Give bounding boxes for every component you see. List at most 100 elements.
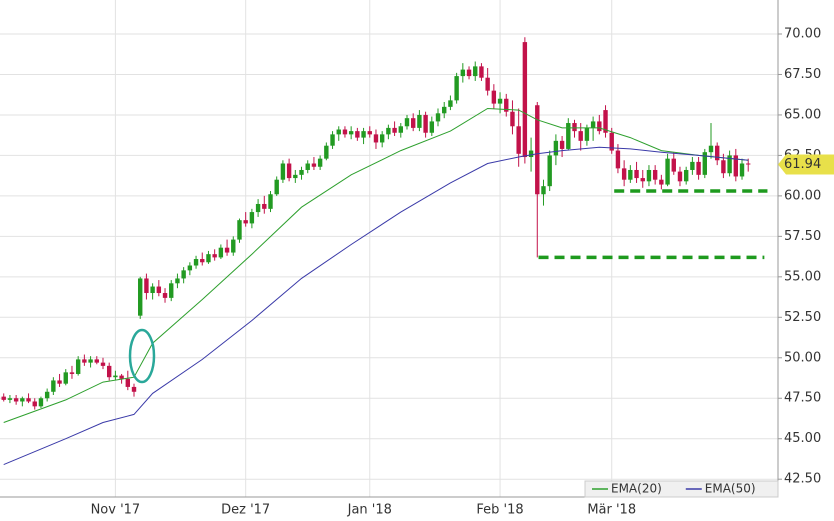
candle-body — [175, 278, 180, 284]
ema-line — [3, 107, 749, 423]
candle-body — [249, 212, 255, 224]
last-price-badge — [778, 154, 834, 175]
candle-body — [100, 362, 106, 366]
candle-body — [597, 121, 602, 132]
candle-body — [212, 254, 217, 258]
candle-body — [342, 129, 348, 135]
candle-body — [690, 161, 695, 170]
candle-body — [547, 155, 552, 187]
candle-body — [181, 270, 186, 279]
x-tick-label: Mär '18 — [587, 503, 636, 518]
candle-body — [473, 66, 478, 77]
candle-body — [286, 163, 292, 179]
candle-body — [125, 378, 131, 387]
candle-body — [144, 278, 149, 294]
candle-body — [683, 169, 689, 182]
candle-body — [528, 150, 534, 158]
marks — [1, 37, 768, 466]
candle-body — [392, 127, 397, 133]
candle-body — [516, 126, 521, 154]
y-tick-label: 47.50 — [784, 391, 821, 406]
candle-body — [379, 134, 385, 143]
candle-body — [417, 114, 422, 128]
candle-body — [138, 278, 143, 316]
candle-body — [69, 372, 75, 374]
candle-body — [566, 123, 571, 149]
candle-body — [727, 155, 732, 174]
candle-body — [466, 69, 472, 77]
candle-body — [305, 163, 310, 170]
candle-body — [38, 398, 44, 407]
candle-body — [330, 134, 335, 146]
candle-body — [94, 359, 99, 363]
candle-body — [510, 111, 515, 127]
y-tick-label: 60.00 — [784, 188, 821, 203]
candle-body — [628, 169, 633, 180]
candle-body — [504, 98, 509, 112]
candle-body — [373, 134, 379, 143]
candle-body — [721, 160, 726, 174]
candle-body — [113, 375, 118, 378]
candle-body — [714, 145, 720, 161]
candle-body — [435, 113, 441, 122]
candle-body — [280, 163, 286, 180]
legend-box — [584, 480, 779, 498]
candle-body — [187, 265, 193, 271]
candle-body — [578, 131, 583, 141]
candle-body — [485, 77, 490, 91]
candle-body — [646, 169, 652, 182]
candle-body — [20, 398, 25, 402]
x-tick-label: Feb '18 — [476, 503, 523, 518]
y-tick-label: 55.00 — [784, 269, 821, 284]
x-tick-label: Dez '17 — [221, 503, 270, 518]
candle-body — [535, 105, 540, 195]
legend-label: EMA(50) — [705, 482, 756, 496]
candle-body — [541, 186, 546, 195]
candle-body — [231, 239, 236, 253]
candle-body — [640, 178, 645, 182]
candle-body — [367, 131, 372, 135]
ema-line — [3, 146, 749, 466]
y-tick-label: 65.00 — [784, 107, 821, 122]
candle-body — [218, 247, 224, 258]
candle-body — [150, 286, 155, 294]
candle-body — [44, 391, 50, 399]
x-tick-label: Nov '17 — [91, 503, 141, 518]
candle-body — [274, 179, 279, 195]
candle-body — [460, 69, 466, 77]
candle-body — [243, 220, 248, 224]
y-tick-label: 70.00 — [784, 26, 821, 41]
candle-body — [739, 163, 745, 177]
candle-body — [119, 375, 124, 379]
candle-body — [1, 396, 6, 400]
candle-body — [634, 169, 639, 179]
candle-body — [224, 247, 230, 253]
candle-body — [659, 179, 664, 185]
candle-body — [609, 132, 614, 151]
candle-body — [454, 76, 459, 101]
candle-body — [665, 158, 670, 185]
candle-body — [621, 168, 627, 180]
candle-body — [262, 203, 267, 209]
candle-body — [398, 126, 403, 133]
candle-body — [206, 254, 211, 263]
candle-body — [652, 169, 658, 180]
y-tick-label: 67.50 — [784, 67, 821, 82]
labels: 42.50 45.00 47.50 50.00 52.50 55.00 57.50 60.00… — [91, 26, 834, 518]
candle-body — [237, 220, 242, 240]
y-tick-label: 42.50 — [784, 472, 821, 487]
candle-body — [423, 114, 428, 133]
plot-area — [0, 0, 778, 497]
candle-body — [733, 155, 739, 177]
candle-body — [348, 131, 354, 135]
candle-body — [386, 127, 391, 135]
candle-body — [410, 118, 416, 128]
candle-body — [255, 203, 261, 213]
x-tick-label: Jan '18 — [347, 503, 392, 518]
candle-body — [293, 174, 298, 179]
candle-body — [448, 100, 453, 107]
candle-body — [106, 365, 112, 378]
last-price-label: 61.94 — [784, 157, 821, 172]
candle-body — [671, 158, 676, 172]
candle-body — [429, 121, 435, 133]
